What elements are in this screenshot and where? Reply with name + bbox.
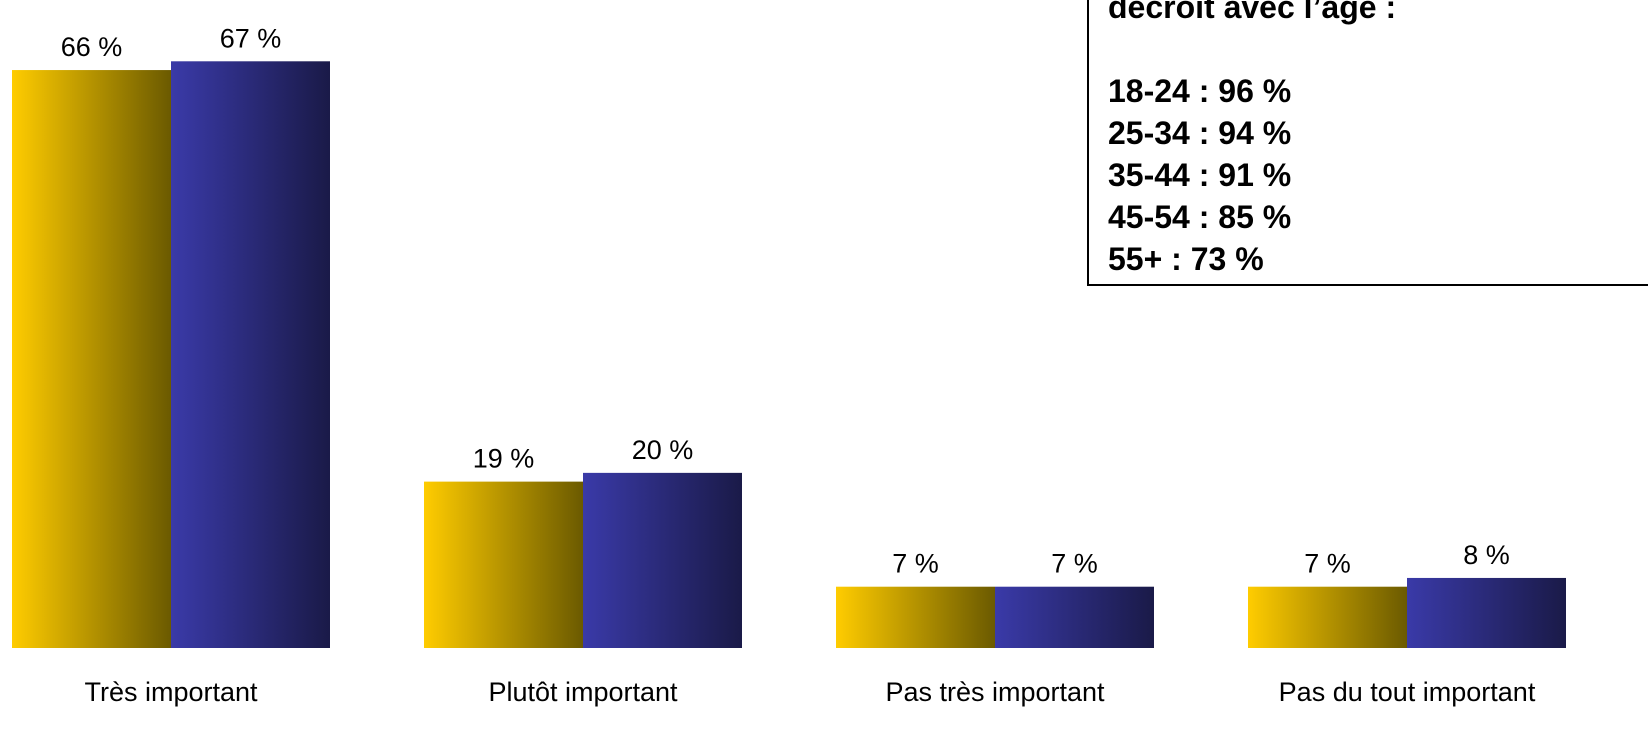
bars-layer — [12, 61, 1566, 648]
age-note-list: 18-24 : 96 % 25-34 : 94 % 35-44 : 91 % 4… — [1108, 70, 1648, 280]
category-label-3: Pas du tout important — [1279, 677, 1536, 707]
category-label-1: Plutôt important — [488, 677, 678, 707]
age-note-title: décroît avec l’âge : — [1108, 0, 1397, 25]
value-label-c0-s0: 66 % — [61, 32, 123, 62]
value-labels-layer: 66 % 67 % 19 % 20 % 7 % 7 % 7 % 8 % — [61, 23, 1510, 578]
value-label-c3-s1: 8 % — [1463, 540, 1510, 570]
value-label-c1-s0: 19 % — [473, 444, 535, 474]
age-note-item-25-34: 25-34 : 94 % — [1108, 115, 1292, 151]
category-label-2: Pas très important — [885, 677, 1105, 707]
bar-c1-s0 — [424, 481, 583, 648]
value-label-c1-s1: 20 % — [632, 435, 694, 465]
bar-c2-s1 — [995, 586, 1154, 648]
category-labels-layer: Très important Plutôt important Pas très i… — [84, 677, 1535, 707]
bar-c2-s0 — [836, 586, 995, 648]
age-note-item-35-44: 35-44 : 91 % — [1108, 157, 1292, 193]
bar-c0-s1 — [171, 61, 330, 648]
age-note-item-18-24: 18-24 : 96 % — [1108, 73, 1292, 109]
bar-c0-s0 — [12, 70, 171, 648]
value-label-c0-s1: 67 % — [220, 23, 282, 53]
value-label-c2-s1: 7 % — [1051, 549, 1098, 579]
age-note-box: décroît avec l’âge : 18-24 : 96 % 25-34 … — [1087, 0, 1648, 286]
age-note-item-45-54: 45-54 : 85 % — [1108, 199, 1292, 235]
category-label-0: Très important — [84, 677, 258, 707]
bar-c3-s1 — [1407, 577, 1566, 648]
value-label-c3-s0: 7 % — [1304, 549, 1351, 579]
bar-c3-s0 — [1248, 586, 1407, 648]
bar-c1-s1 — [583, 472, 742, 648]
value-label-c2-s0: 7 % — [892, 549, 939, 579]
age-note-item-55-plus: 55+ : 73 % — [1108, 241, 1264, 277]
